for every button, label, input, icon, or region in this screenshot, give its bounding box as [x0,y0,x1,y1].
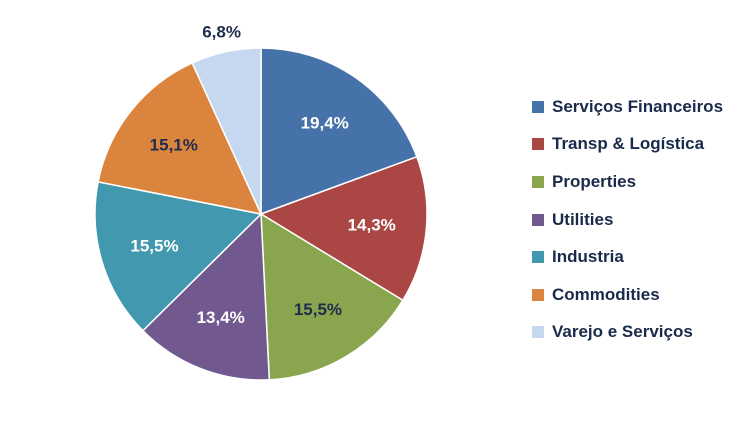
pie-slice-commodities [97,61,263,216]
legend-swatch [532,288,544,301]
data-label-servicos-financeiros: 19,4% [301,113,349,132]
legend-item-servicos-financeiros: Serviços Financeiros [532,88,737,126]
legend-swatch [532,100,544,113]
legend-label: Commodities [552,284,660,304]
data-label-properties: 15,5% [294,300,342,319]
legend-label: Utilities [552,209,614,229]
legend-swatch [532,213,544,226]
legend-label: Varejo e Serviços [552,322,693,342]
data-label-utilities: 13,4% [197,308,245,327]
legend-item-transp-and-logistica: Transp & Logística [532,126,737,164]
legend-label: Transp & Logística [552,134,705,154]
data-label-industria: 15,5% [130,237,178,256]
data-label-varejo-e-servicos: 6,8% [202,23,241,42]
pie-slices [94,47,428,381]
legend-item-utilities: Utilities [532,201,737,239]
legend-label: Serviços Financeiros [552,96,724,116]
legend-swatch [532,175,544,188]
pie-data-labels: 19,4% 14,3% 15,5% 13,4% 15,5% 15,1% 6,8% [130,23,395,327]
legend-item-industria: Industria [532,238,737,276]
legend-swatch [532,326,544,339]
data-label-commodities: 15,1% [150,136,198,155]
data-label-transp-and-logistica: 14,3% [348,215,396,234]
legend-item-varejo-e-servicos: Varejo e Serviços [532,314,737,352]
pie-slice-servicos-financeiros [260,47,418,216]
pie-slice-industria [94,180,263,332]
legend-label: Properties [552,171,637,191]
pie-slice-varejo-e-servicos [191,47,262,215]
legend-swatch [532,251,544,264]
pie-slice-utilities [141,212,271,381]
pie-slice-properties [260,212,404,381]
chart-legend: Serviços Financeiros Transp & Logística Pr… [532,88,737,351]
legend-label: Industria [552,247,624,267]
legend-item-commodities: Commodities [532,276,737,314]
legend-item-properties: Properties [532,163,737,201]
pie-slice-transp-and-logistica [259,155,428,302]
legend-swatch [532,138,544,151]
